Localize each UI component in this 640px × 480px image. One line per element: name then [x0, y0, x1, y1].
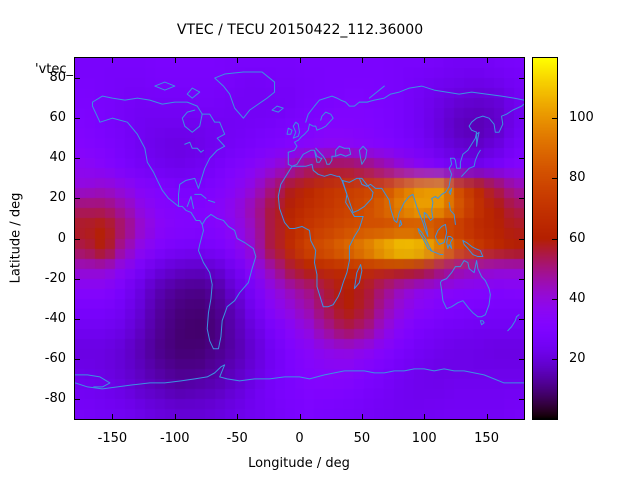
x-tick-mark: [361, 414, 363, 419]
y-tick-label: -40: [44, 310, 66, 326]
colorbar-tick-mark: [552, 178, 557, 180]
y-tick-label: 60: [49, 110, 66, 126]
y-tick-label: 20: [49, 190, 66, 206]
colorbar-tick-mark: [552, 298, 557, 300]
y-tick-mark-right: [519, 398, 524, 400]
y-tick-label: 80: [49, 70, 66, 86]
x-tick-mark: [112, 414, 114, 419]
colorbar-tick-mark: [552, 238, 557, 240]
plot-area: [74, 57, 525, 420]
x-tick-mark-top: [361, 58, 363, 63]
coastlines-overlay: [75, 58, 524, 419]
y-tick-mark: [75, 318, 80, 320]
stray-key-label: 'vtec_: [35, 62, 74, 77]
y-tick-mark: [75, 398, 80, 400]
y-tick-mark: [75, 78, 80, 80]
y-tick-mark: [75, 158, 80, 160]
chart-title: VTEC / TECU 20150422_112.36000: [176, 22, 424, 38]
colorbar-tick-label: 20: [569, 350, 586, 366]
y-tick-mark: [75, 238, 80, 240]
x-tick-mark: [424, 414, 426, 419]
colorbar-tick-label: 100: [569, 110, 594, 126]
coastlines: [75, 72, 524, 389]
y-tick-label: -80: [44, 390, 66, 406]
colorbar-tick-label: 60: [569, 230, 586, 246]
x-tick-label: 100: [411, 431, 437, 446]
y-tick-mark-right: [519, 198, 524, 200]
x-tick-mark: [486, 414, 488, 419]
tec-heatmap-canvas: [75, 58, 524, 419]
x-tick-label: 150: [474, 431, 499, 446]
y-tick-mark-right: [519, 358, 524, 360]
colorbar-tick-label: 40: [569, 290, 586, 306]
x-axis-label: Longitude / deg: [248, 456, 350, 471]
x-tick-mark-top: [424, 58, 426, 63]
colorbar-tick-mark: [552, 118, 557, 120]
y-tick-mark-right: [519, 238, 524, 240]
x-tick-label: -100: [160, 431, 190, 446]
x-tick-label: 0: [295, 431, 304, 446]
x-tick-label: 50: [353, 431, 371, 446]
y-tick-label: 0: [57, 230, 66, 246]
x-tick-mark-top: [486, 58, 488, 63]
y-tick-mark: [75, 358, 80, 360]
x-tick-mark-top: [112, 58, 114, 63]
y-tick-mark-right: [519, 118, 524, 120]
colorbar-tick-mark: [552, 358, 557, 360]
y-tick-mark-right: [519, 318, 524, 320]
x-tick-mark-top: [237, 58, 239, 63]
y-tick-mark-right: [519, 158, 524, 160]
y-tick-mark-right: [519, 278, 524, 280]
x-tick-label: -50: [226, 431, 248, 446]
y-tick-mark: [75, 278, 80, 280]
y-tick-mark: [75, 118, 80, 120]
y-tick-mark-right: [519, 78, 524, 80]
x-tick-mark: [174, 414, 176, 419]
colorbar-tick-label: 80: [569, 170, 586, 186]
x-tick-mark-top: [174, 58, 176, 63]
y-tick-label: -20: [44, 270, 66, 286]
x-tick-label: -150: [97, 431, 128, 446]
x-tick-mark: [299, 414, 301, 419]
y-tick-label: -60: [44, 350, 66, 366]
x-tick-mark-top: [299, 58, 301, 63]
x-tick-mark: [237, 414, 239, 419]
y-tick-label: 40: [49, 150, 66, 166]
y-tick-mark: [75, 198, 80, 200]
